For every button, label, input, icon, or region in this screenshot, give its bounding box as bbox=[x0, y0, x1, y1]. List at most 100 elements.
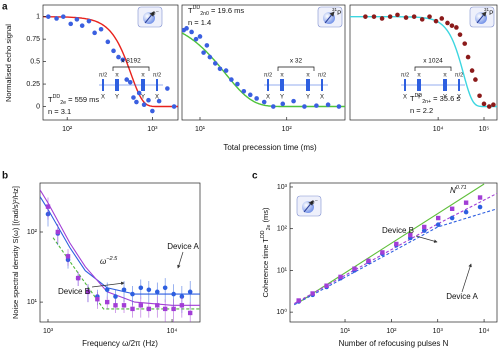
supscript: DD bbox=[260, 230, 266, 238]
marker bbox=[421, 228, 427, 233]
pulse bbox=[141, 79, 145, 91]
marker bbox=[436, 215, 441, 221]
y-axis-label: Coherence time TDD2e (ms) bbox=[260, 207, 272, 298]
y-tick-label: 0.25 bbox=[26, 81, 40, 88]
marker bbox=[146, 306, 152, 312]
marker bbox=[469, 68, 475, 73]
x-tick-label: 10² bbox=[282, 126, 293, 133]
subscript: 2n+ bbox=[422, 99, 431, 105]
pulse bbox=[306, 79, 310, 91]
text-part: N bbox=[450, 186, 456, 195]
marker bbox=[363, 14, 368, 19]
marker bbox=[162, 285, 168, 291]
y-axis-label: Normalised echo signal bbox=[4, 24, 13, 102]
marker bbox=[136, 90, 142, 96]
marker bbox=[439, 16, 445, 21]
pulse-phase: X bbox=[403, 95, 407, 101]
fit-annotation: TDD2n0 = 19.6 ms bbox=[188, 5, 244, 17]
y-tick-label: 0.5 bbox=[30, 58, 40, 65]
marker bbox=[379, 16, 385, 21]
marker bbox=[387, 14, 393, 19]
marker bbox=[187, 289, 193, 295]
marker bbox=[302, 104, 307, 109]
pulse bbox=[404, 79, 406, 91]
y-tick-label: 0 bbox=[36, 103, 40, 110]
supscript: 0.71 bbox=[456, 185, 467, 191]
marker bbox=[201, 50, 206, 55]
text-part: (ms) bbox=[261, 207, 270, 225]
pulse bbox=[417, 79, 421, 91]
text-part: e⁻ bbox=[311, 199, 319, 206]
supscript: DD bbox=[53, 94, 61, 100]
y-tick-label: 1 bbox=[36, 14, 40, 21]
marker bbox=[310, 291, 315, 296]
marker bbox=[380, 250, 385, 255]
pulse bbox=[321, 79, 323, 91]
annotation: N0.71 bbox=[450, 185, 467, 195]
marker bbox=[45, 14, 51, 19]
marker bbox=[336, 104, 342, 109]
pulse-phase: Y bbox=[306, 95, 310, 101]
marker bbox=[162, 306, 168, 312]
marker bbox=[291, 98, 296, 104]
marker bbox=[60, 14, 66, 19]
marker bbox=[75, 275, 81, 281]
marker bbox=[296, 298, 301, 303]
marker bbox=[104, 299, 110, 305]
text-part: T bbox=[188, 6, 193, 15]
icon-label: 31P bbox=[332, 7, 341, 17]
marker bbox=[463, 209, 469, 215]
marker bbox=[449, 215, 455, 221]
pulse bbox=[102, 79, 104, 91]
fit-line bbox=[40, 189, 200, 306]
marker bbox=[212, 61, 218, 66]
pulse-label: π/2 bbox=[455, 72, 463, 78]
marker bbox=[45, 204, 51, 209]
marker bbox=[92, 30, 97, 36]
marker bbox=[74, 17, 80, 22]
plot-content bbox=[40, 189, 200, 322]
icon-spin bbox=[324, 11, 335, 24]
label-arrow bbox=[415, 235, 438, 243]
marker bbox=[477, 204, 483, 210]
marker bbox=[247, 92, 253, 98]
icon-spin bbox=[144, 11, 155, 24]
marker bbox=[104, 287, 110, 293]
marker bbox=[254, 96, 259, 101]
marker bbox=[116, 54, 121, 60]
repeat-count: x 1024 bbox=[423, 58, 443, 65]
marker bbox=[433, 18, 439, 24]
marker bbox=[150, 108, 155, 114]
marker bbox=[55, 229, 61, 235]
marker bbox=[127, 79, 133, 85]
x-tick-label: 10⁴ bbox=[433, 126, 444, 133]
x-tick-label: 10³ bbox=[433, 328, 444, 335]
y-tick-label: 10⁰ bbox=[276, 308, 287, 316]
marker bbox=[229, 77, 234, 82]
pulse-label: π bbox=[115, 72, 119, 78]
series-label: Device B bbox=[382, 226, 414, 235]
pulse-label: π/2 bbox=[153, 72, 161, 78]
pulse-label: π/2 bbox=[264, 72, 272, 78]
x-tick-label: 10⁴ bbox=[167, 328, 178, 335]
fit-exponent: n = 1.4 bbox=[188, 18, 211, 27]
text-part: = 559 ms bbox=[66, 95, 99, 104]
x-tick-label: 10² bbox=[62, 126, 73, 133]
repeat-bracket bbox=[277, 66, 315, 71]
marker bbox=[465, 54, 471, 60]
marker bbox=[113, 303, 118, 308]
marker bbox=[197, 34, 203, 39]
marker bbox=[134, 99, 139, 105]
marker bbox=[457, 32, 463, 37]
marker bbox=[171, 104, 177, 109]
x-tick-label: 10³ bbox=[147, 126, 158, 133]
plot-content bbox=[350, 12, 497, 109]
subscript: 2e bbox=[60, 100, 66, 106]
fit-exponent: n = 2.2 bbox=[410, 106, 433, 115]
marker bbox=[138, 285, 144, 291]
marker bbox=[261, 99, 267, 105]
text-part: Coherence time T bbox=[261, 238, 270, 298]
marker bbox=[184, 26, 189, 31]
x-axis-label: Total precession time (ms) bbox=[223, 143, 317, 152]
